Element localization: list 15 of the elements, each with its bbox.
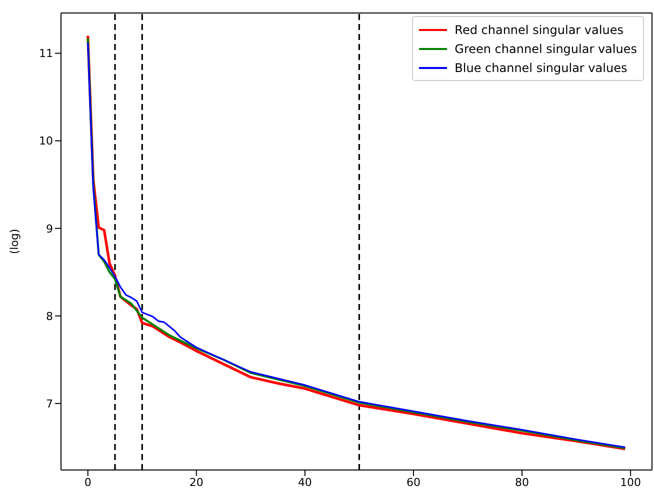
y-axis-title: (log) — [8, 228, 21, 254]
x-tick-label: 20 — [189, 476, 204, 489]
y-tick-label: 11 — [39, 47, 53, 60]
legend-label: Blue channel singular values — [454, 60, 628, 74]
y-tick-label: 10 — [39, 134, 53, 148]
legend-label: Green channel singular values — [454, 42, 637, 56]
legend-label: Red channel singular values — [454, 22, 624, 36]
x-tick-label: 100 — [620, 476, 642, 489]
x-tick-label: 60 — [406, 476, 420, 489]
y-tick-label: 7 — [46, 397, 53, 410]
y-tick-label: 8 — [46, 310, 53, 323]
x-tick-label: 80 — [515, 476, 530, 489]
y-tick-label: 9 — [46, 222, 53, 236]
x-tick-label: 0 — [84, 476, 92, 489]
x-tick-label: 40 — [298, 476, 312, 489]
